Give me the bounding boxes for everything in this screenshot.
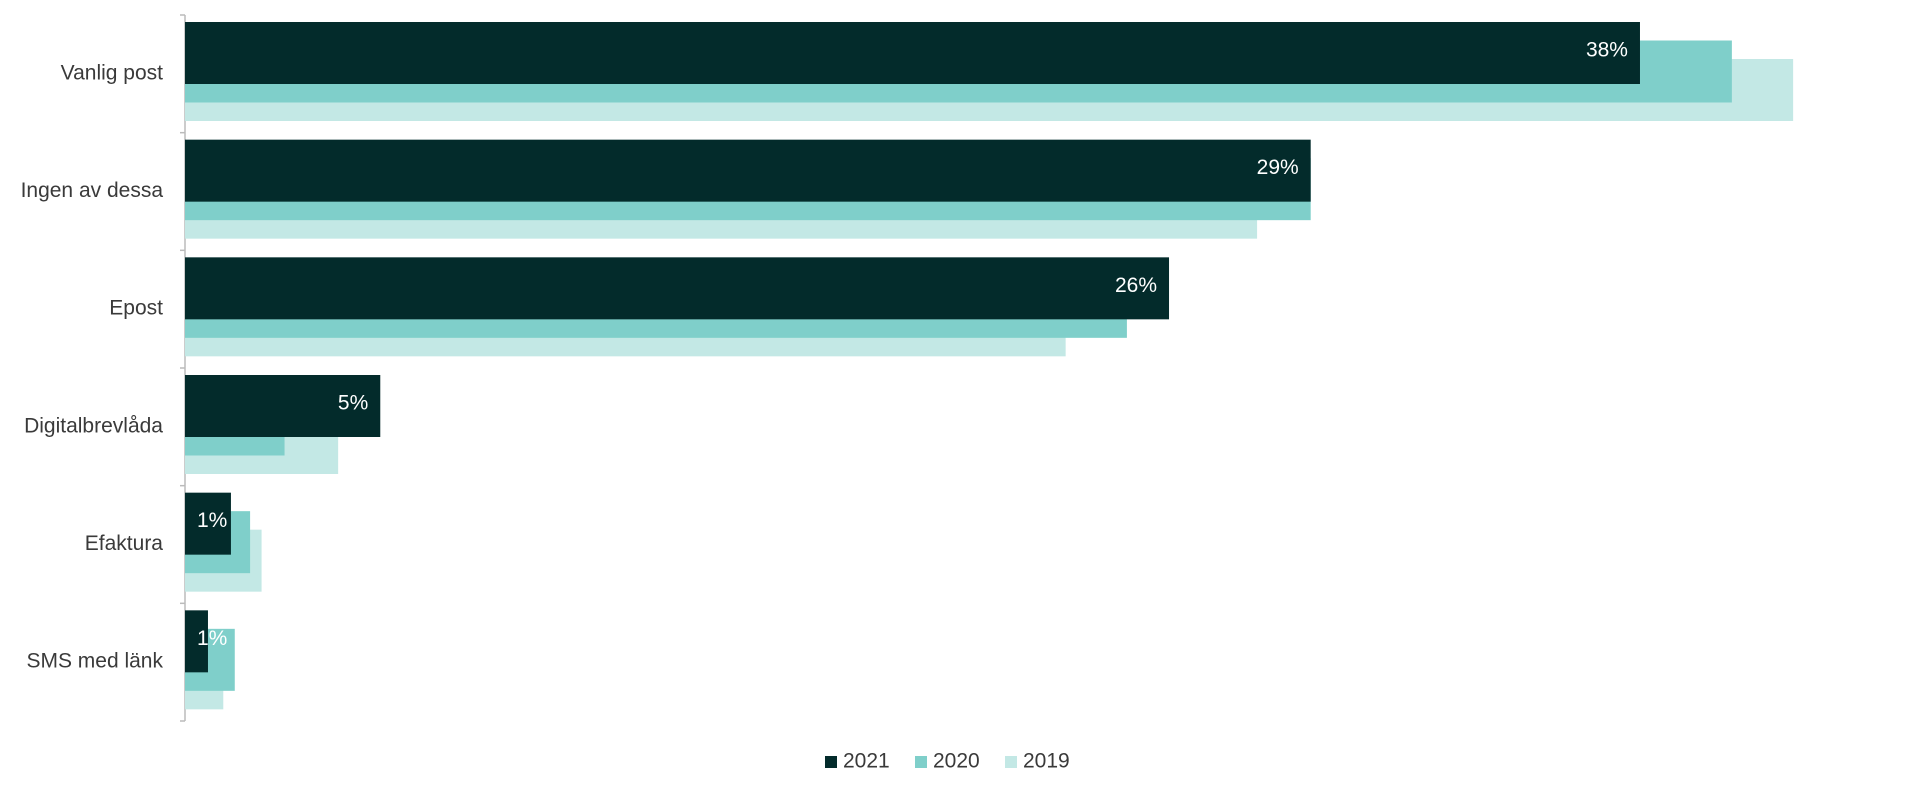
data-label: 1% [197, 509, 227, 532]
bar [185, 375, 381, 437]
y-tick-label: Vanlig post [61, 61, 164, 84]
data-label: 29% [1257, 156, 1299, 179]
data-label: 26% [1115, 274, 1157, 297]
y-tick-label: Ingen av dessa [21, 179, 164, 202]
legend-label: 2019 [1023, 750, 1070, 773]
data-label: 1% [197, 627, 227, 650]
bar [185, 139, 1311, 202]
bar [185, 492, 231, 555]
legend-swatch [915, 756, 927, 768]
y-tick-label: SMS med länk [26, 650, 163, 673]
y-tick-label: Epost [109, 297, 163, 320]
legend-swatch [825, 756, 837, 768]
legend-swatch [1005, 756, 1017, 768]
bar [185, 610, 208, 673]
data-label: 38% [1586, 39, 1628, 62]
bar [185, 22, 1640, 84]
legend-label: 2021 [843, 750, 890, 773]
legend-label: 2020 [933, 750, 980, 773]
y-tick-label: Efaktura [85, 532, 164, 555]
data-label: 5% [338, 392, 368, 415]
bar [185, 257, 1170, 320]
y-tick-label: Digitalbrevlåda [24, 414, 163, 437]
